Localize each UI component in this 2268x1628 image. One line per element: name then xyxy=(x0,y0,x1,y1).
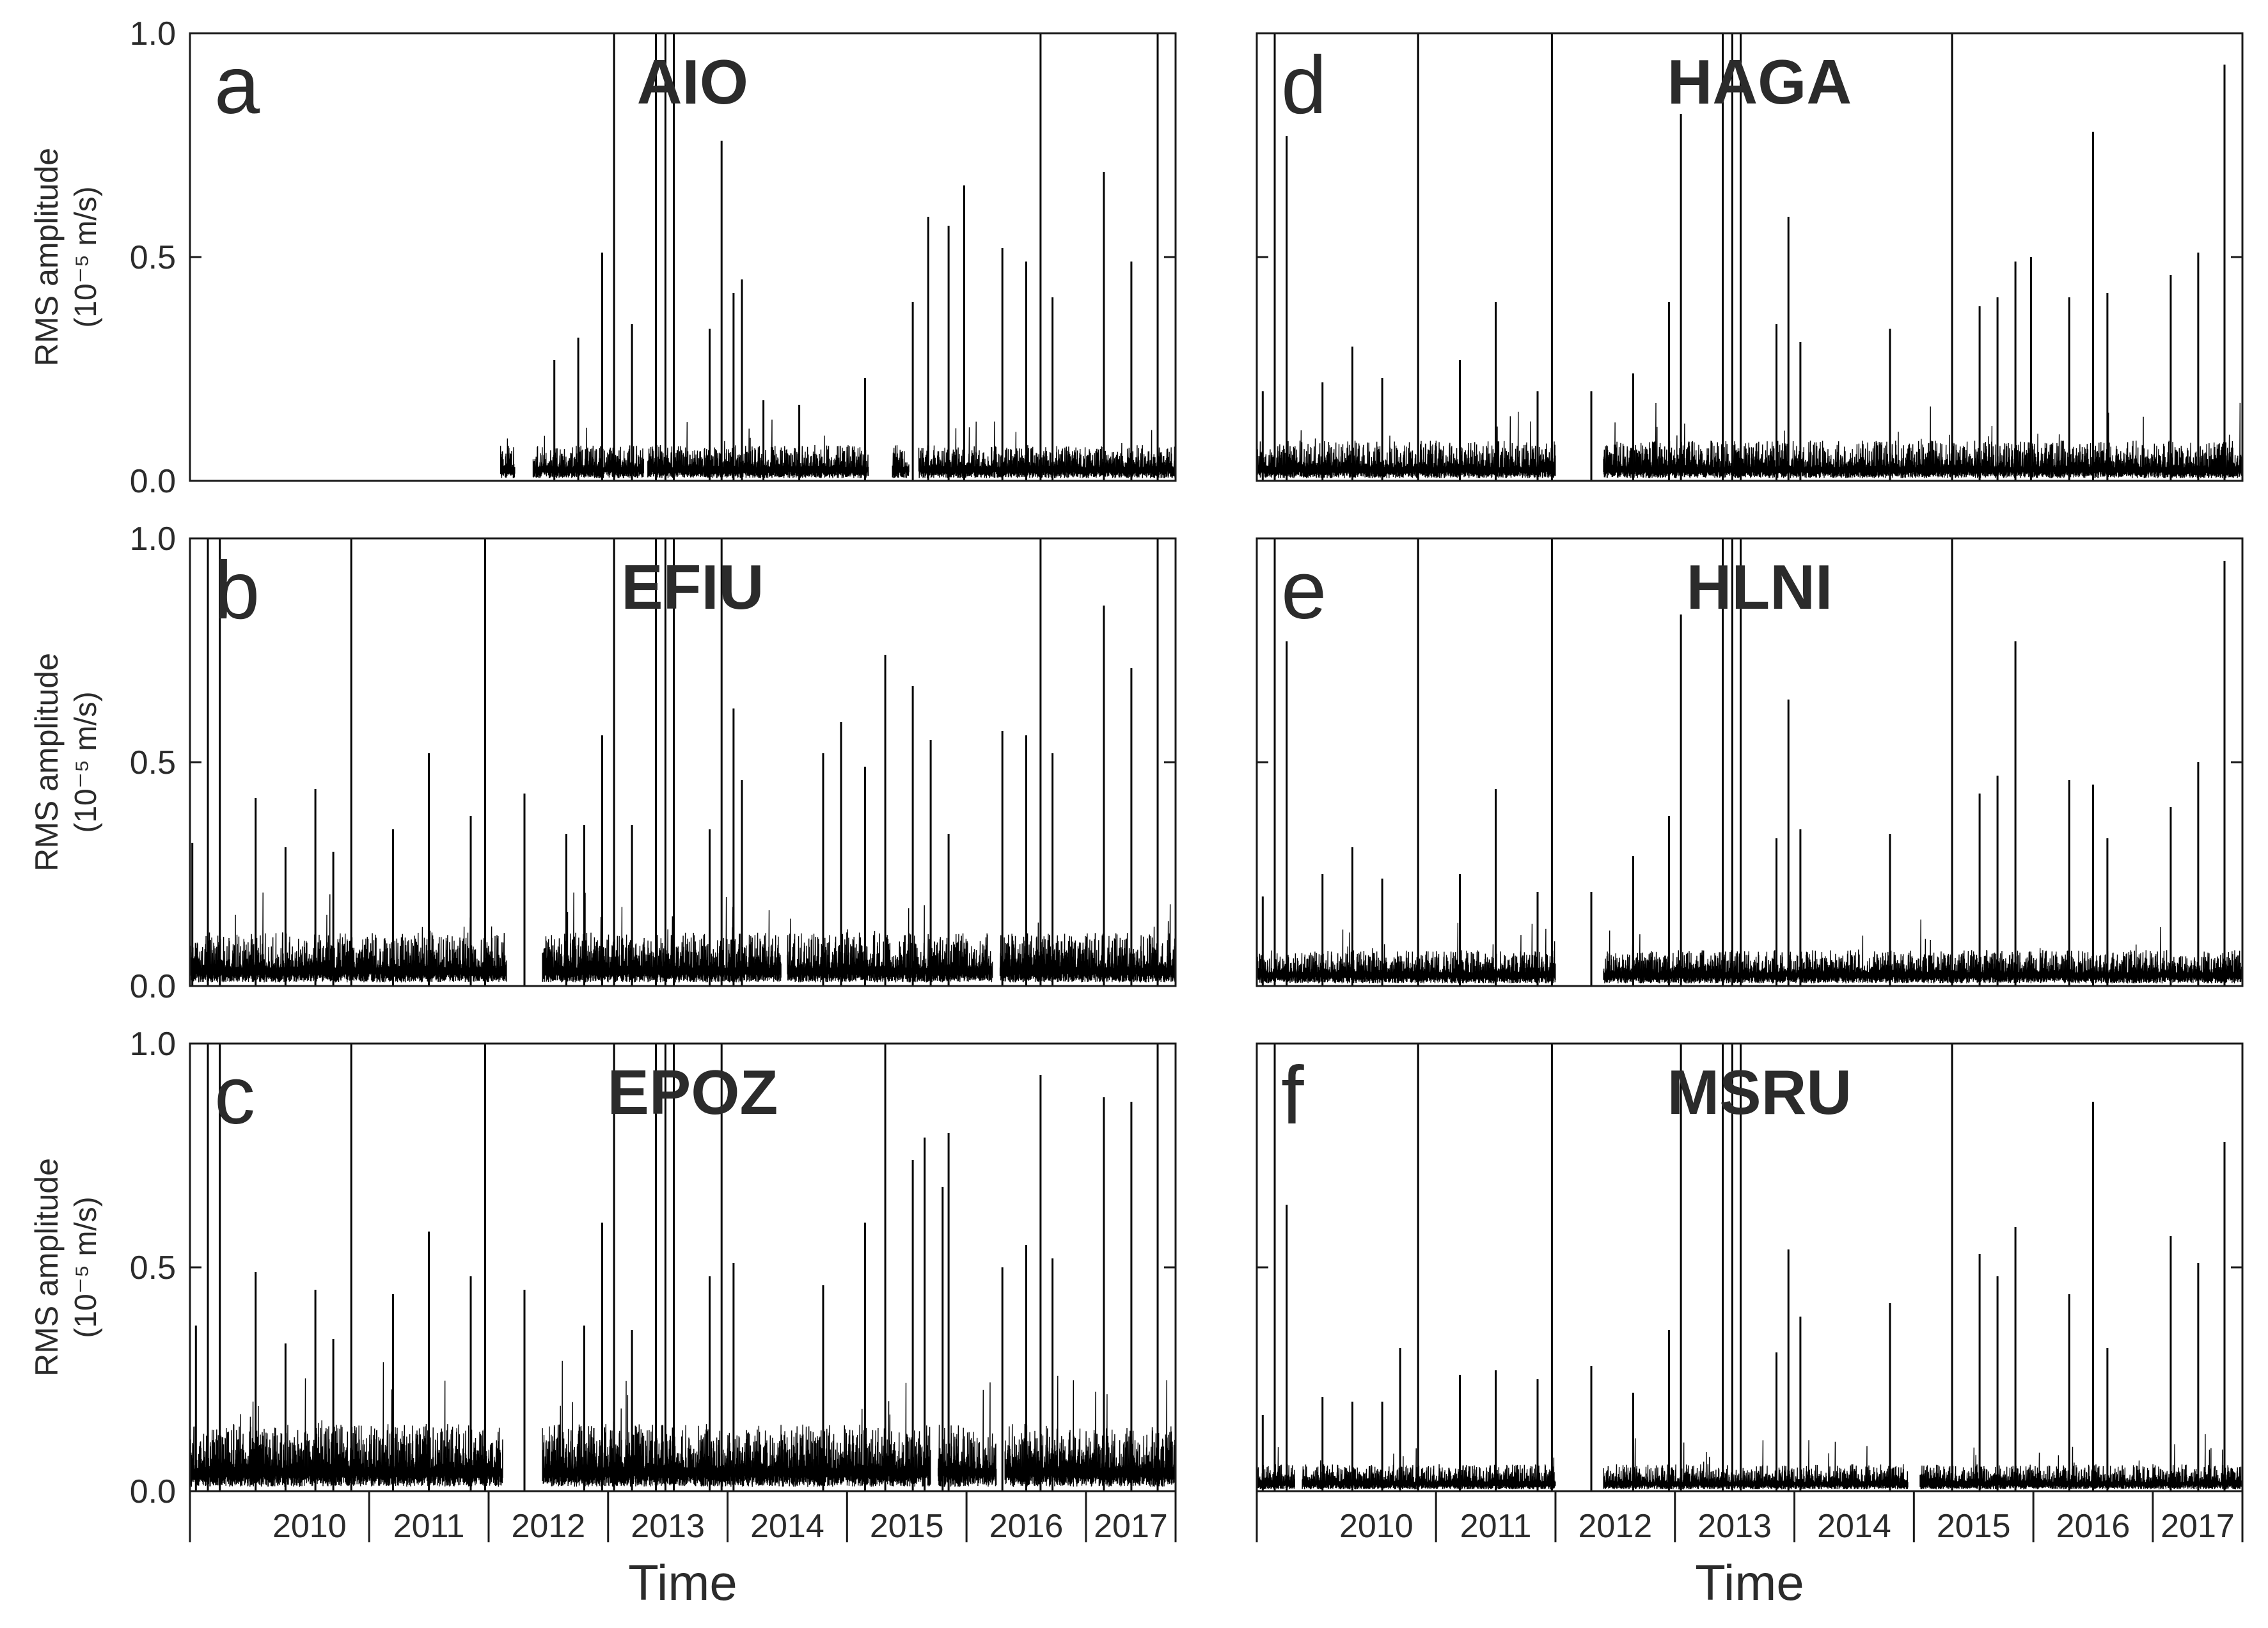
ylabel-b: RMS amplitude xyxy=(29,653,65,872)
year-label-2012: 2012 xyxy=(1579,1508,1653,1545)
year-label-2015: 2015 xyxy=(870,1508,944,1545)
xlabel-c: Time xyxy=(628,1554,737,1611)
ytick-label-a-1: 0.5 xyxy=(130,239,176,276)
station-title-e: HLNI xyxy=(1687,552,1833,622)
station-title-b: EFIU xyxy=(621,552,764,622)
station-title-f: MSRU xyxy=(1667,1057,1852,1127)
year-label-2014: 2014 xyxy=(1817,1508,1891,1545)
year-label-2011: 2011 xyxy=(1460,1508,1532,1545)
panel-b: 0.0 0.5 1.0 RMS amplitude (10⁻⁵ m/s) b EFIU xyxy=(29,520,1177,1005)
noise-trace-e xyxy=(1257,920,2242,983)
ytick-label-c-2: 1.0 xyxy=(130,1026,176,1063)
year-label-2010: 2010 xyxy=(1339,1508,1414,1545)
year-label-2013: 2013 xyxy=(1697,1508,1772,1545)
year-label-2013: 2013 xyxy=(631,1508,705,1545)
station-title-c: EPOZ xyxy=(607,1057,778,1127)
year-label-2017: 2017 xyxy=(1094,1508,1168,1545)
noise-trace-b xyxy=(190,892,1176,983)
noise-trace-c xyxy=(190,1360,1176,1487)
year-label-2014: 2014 xyxy=(750,1508,824,1545)
ylabel-c: RMS amplitude xyxy=(29,1158,65,1377)
station-title-a: AIO xyxy=(637,47,748,117)
ytick-label-b-1: 0.5 xyxy=(130,744,176,781)
year-label-2011: 2011 xyxy=(393,1508,465,1545)
ylabel-unit-c: (10⁻⁵ m/s) xyxy=(69,1196,103,1338)
panel-letter-d: d xyxy=(1281,40,1327,131)
x-axes: 2010 2011 2012 2013 2014 2015 2016 2017Time2010… xyxy=(189,1491,2244,1611)
noise-trace-d xyxy=(1257,402,2242,478)
panel-letter-c: c xyxy=(214,1050,255,1141)
station-title-d: HAGA xyxy=(1667,47,1852,117)
ytick-label-a-0: 0.0 xyxy=(130,463,176,500)
panel-d: d HAGA xyxy=(1256,32,2244,482)
xlabel-f: Time xyxy=(1695,1554,1804,1611)
year-label-2016: 2016 xyxy=(989,1508,1064,1545)
panel-letter-a: a xyxy=(214,40,260,131)
year-label-2010: 2010 xyxy=(272,1508,347,1545)
panel-f: f MSRU xyxy=(1256,1042,2244,1492)
panel-letter-e: e xyxy=(1281,545,1327,636)
ytick-label-c-1: 0.5 xyxy=(130,1249,176,1287)
panel-a: 0.0 0.5 1.0 RMS amplitude (10⁻⁵ m/s) a AIO xyxy=(29,15,1177,500)
panel-letter-b: b xyxy=(214,545,260,636)
x-axis-col-1: 2010 2011 2012 2013 2014 2015 2016 2017 Time xyxy=(189,1491,1177,1611)
panel-e: e HLNI xyxy=(1256,537,2244,987)
year-label-2015: 2015 xyxy=(1937,1508,2011,1545)
year-label-2012: 2012 xyxy=(512,1508,586,1545)
ylabel-unit-b: (10⁻⁵ m/s) xyxy=(69,691,103,833)
x-axis-col-2: 2010 2011 2012 2013 2014 2015 2016 2017 Time xyxy=(1256,1491,2244,1611)
ytick-label-b-2: 1.0 xyxy=(130,520,176,558)
ytick-label-b-0: 0.0 xyxy=(130,968,176,1005)
ytick-label-a-2: 1.0 xyxy=(130,15,176,52)
year-label-2017: 2017 xyxy=(2161,1508,2235,1545)
panel-c: 0.0 0.5 1.0 RMS amplitude (10⁻⁵ m/s) c EPOZ xyxy=(29,1026,1177,1510)
ytick-label-c-0: 0.0 xyxy=(130,1473,176,1510)
year-label-2016: 2016 xyxy=(2056,1508,2130,1545)
ylabel-unit-a: (10⁻⁵ m/s) xyxy=(69,186,103,327)
noise-trace-a xyxy=(500,412,1176,478)
ylabel-a: RMS amplitude xyxy=(29,148,65,366)
panel-letter-f: f xyxy=(1281,1050,1304,1141)
